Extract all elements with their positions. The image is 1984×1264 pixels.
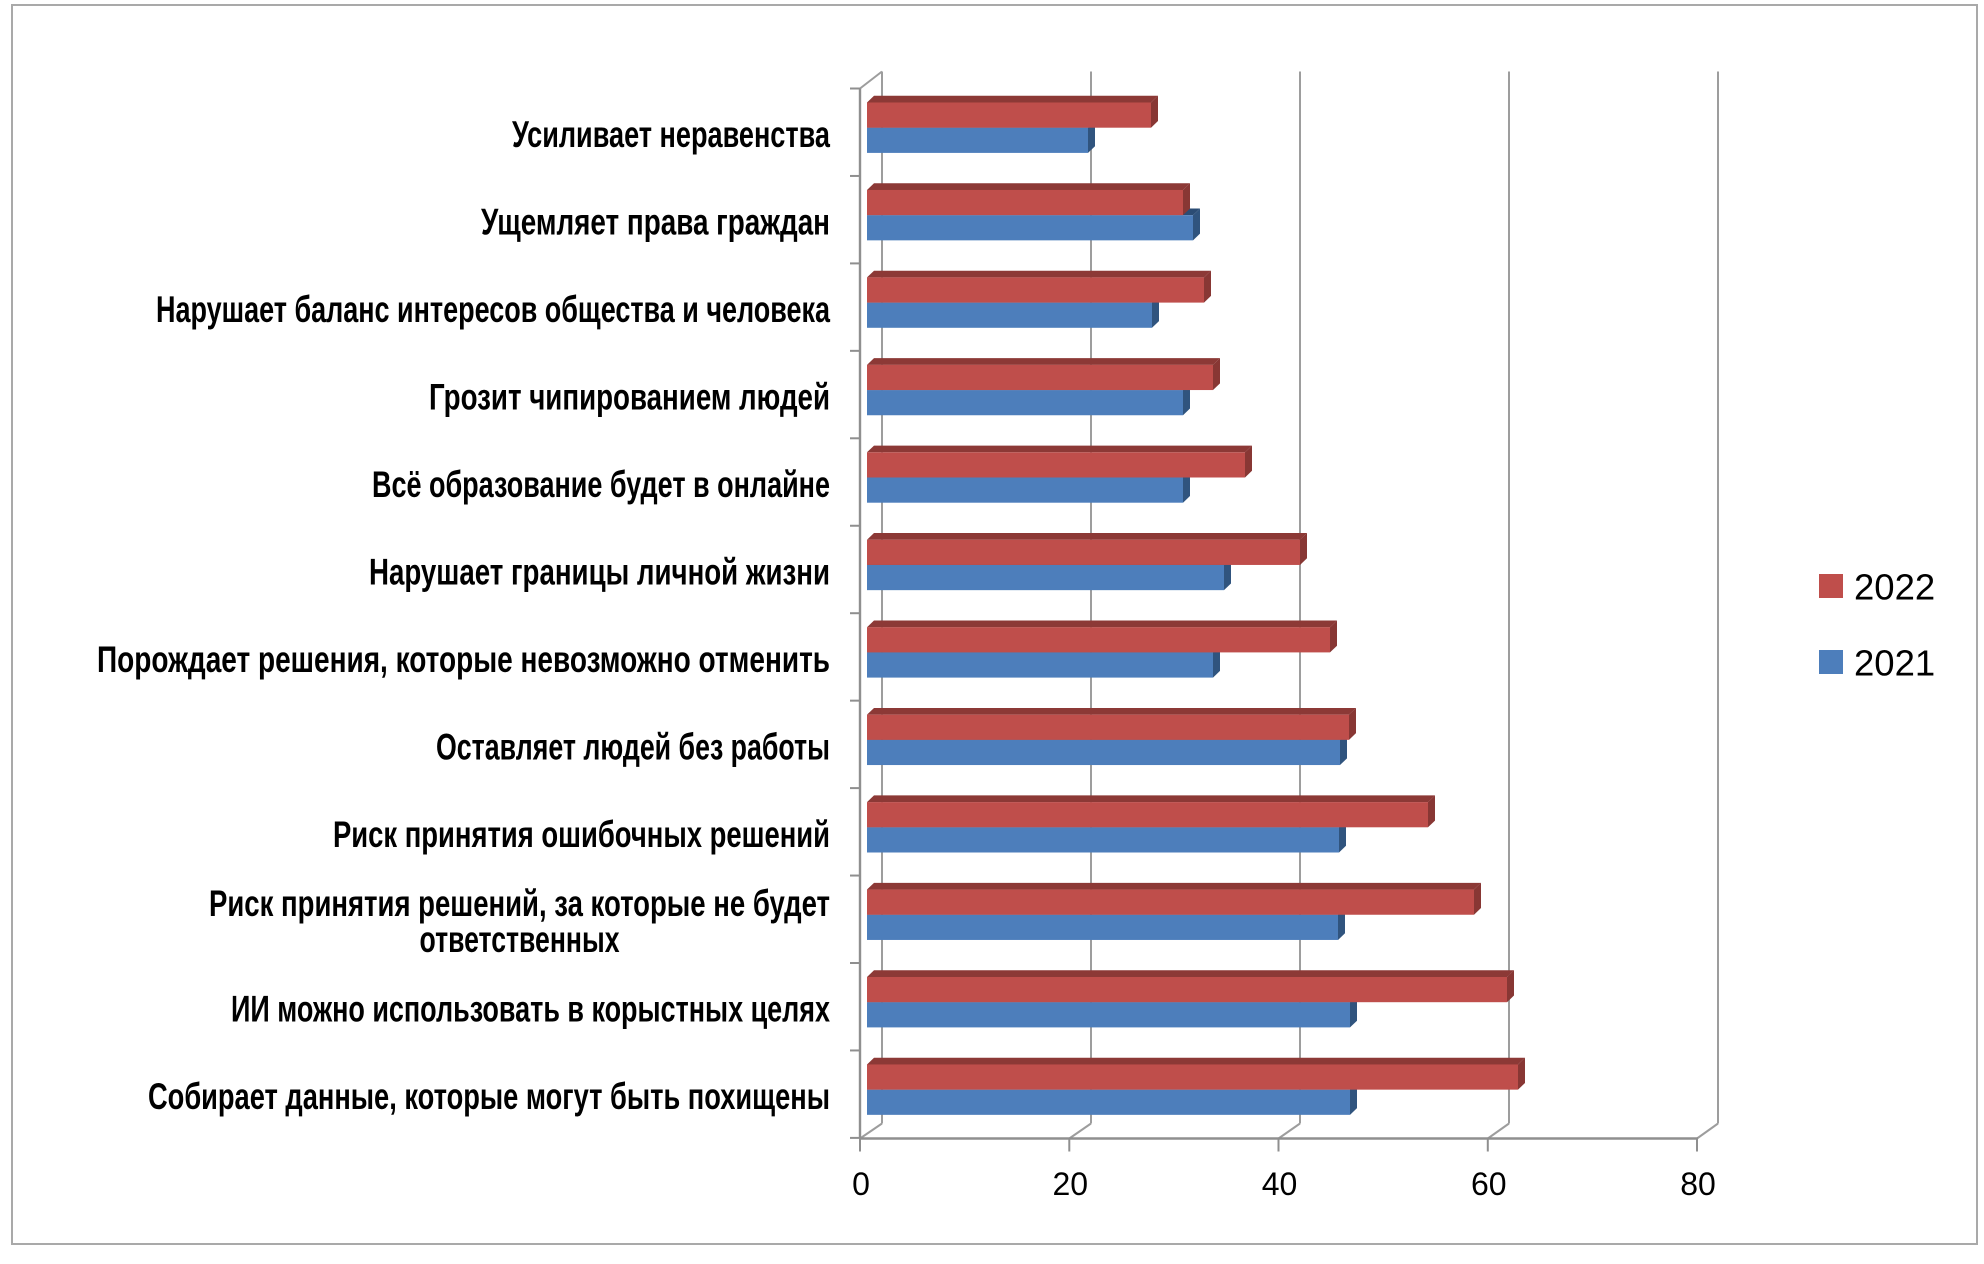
svg-text:ответственных: ответственных [420, 919, 620, 960]
svg-text:Риск принятия ошибочных решени: Риск принятия ошибочных решений [333, 814, 830, 855]
svg-text:Грозит чипированием людей: Грозит чипированием людей [429, 377, 830, 418]
svg-text:2021: 2021 [1854, 643, 1935, 684]
svg-text:Оставляет людей без работы: Оставляет людей без работы [436, 726, 830, 767]
svg-text:Порождает решения, которые нев: Порождает решения, которые невозможно от… [97, 639, 830, 680]
svg-text:40: 40 [1262, 1166, 1298, 1202]
svg-text:0: 0 [852, 1166, 870, 1202]
svg-text:Ущемляет права граждан: Ущемляет права граждан [481, 202, 830, 243]
svg-text:2022: 2022 [1854, 567, 1935, 608]
svg-text:ИИ можно использовать в корыст: ИИ можно использовать в корыстных целях [231, 989, 830, 1030]
svg-text:Всё образование будет в онлайн: Всё образование будет в онлайне [372, 464, 830, 505]
svg-text:Усиливает неравенства: Усиливает неравенства [512, 114, 830, 155]
svg-text:80: 80 [1680, 1166, 1716, 1202]
svg-text:Риск принятия решений, за кото: Риск принятия решений, за которые не буд… [209, 883, 830, 924]
svg-text:20: 20 [1053, 1166, 1089, 1202]
svg-text:Собирает данные, которые могут: Собирает данные, которые могут быть похи… [148, 1076, 830, 1117]
svg-text:Нарушает границы личной жизни: Нарушает границы личной жизни [369, 552, 830, 593]
svg-text:Нарушает баланс интересов обще: Нарушает баланс интересов общества и чел… [156, 289, 830, 330]
svg-text:60: 60 [1471, 1166, 1507, 1202]
